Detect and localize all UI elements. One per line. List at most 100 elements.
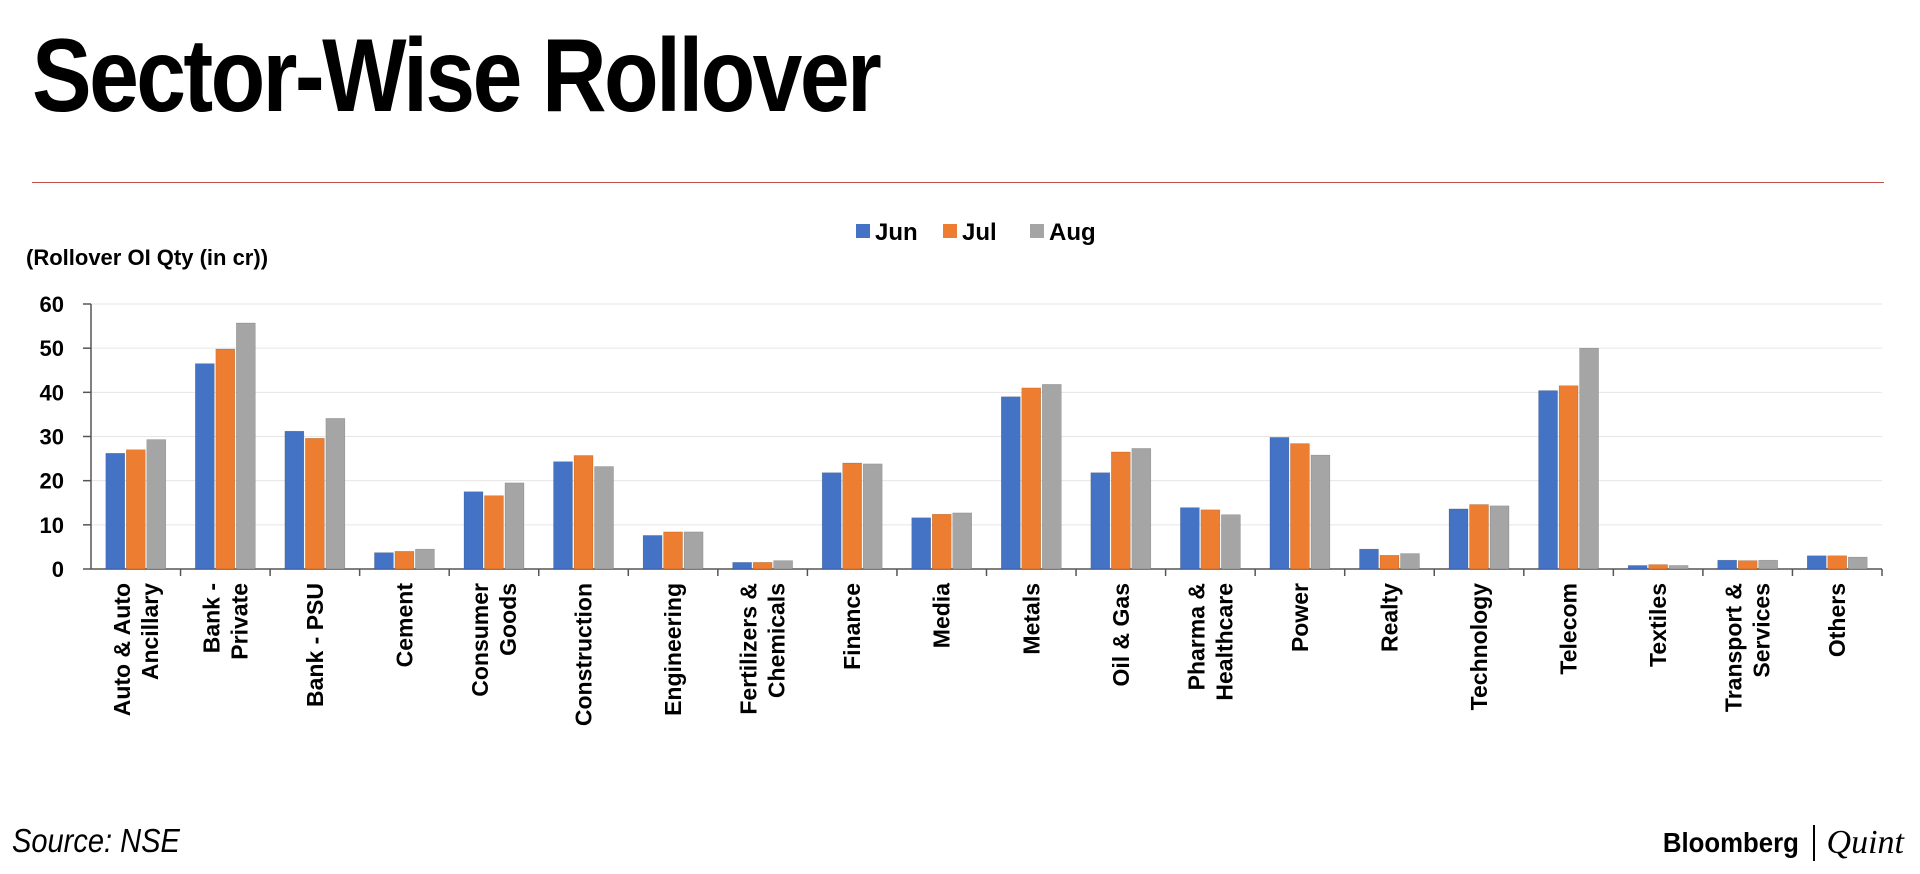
y-tick-label: 0	[52, 557, 64, 582]
x-category-label: Bank - PSU	[302, 583, 328, 707]
legend-label: Jun	[875, 219, 918, 246]
bar	[1717, 559, 1737, 570]
bar	[484, 495, 504, 570]
bar	[146, 439, 167, 570]
x-category-label-line: Auto & Auto	[109, 583, 135, 716]
x-category-label-line: Textiles	[1645, 583, 1671, 667]
bar	[1827, 555, 1847, 570]
brand-bloomberg: Bloomberg	[1663, 827, 1800, 858]
bar	[1538, 390, 1558, 570]
x-category-label-line: Ancillary	[137, 583, 163, 680]
bar	[1648, 564, 1668, 570]
x-category-label-line: Media	[929, 583, 955, 648]
x-category-label-line: Finance	[839, 583, 865, 670]
bar	[952, 512, 972, 570]
bar	[1627, 565, 1648, 570]
title-divider	[32, 182, 1884, 183]
bar	[1221, 514, 1241, 570]
x-category-label-line: Oil & Gas	[1108, 583, 1134, 687]
x-category-label-line: Bank -	[198, 583, 224, 653]
legend-swatch	[943, 224, 957, 238]
bar	[305, 438, 325, 570]
legend-label: Jul	[962, 219, 997, 246]
x-category-label: Realty	[1376, 583, 1402, 652]
bar	[126, 449, 146, 570]
x-category-label: Oil & Gas	[1108, 583, 1134, 687]
y-tick-label: 30	[40, 425, 64, 450]
brand-quint: Quint	[1826, 824, 1904, 861]
source-note: Source: NSE	[12, 822, 180, 859]
bar	[1090, 472, 1111, 570]
bar	[1448, 508, 1469, 570]
bar	[663, 531, 683, 570]
x-category-label-line: Metals	[1018, 583, 1044, 655]
x-category-label: Fertilizers & Chemicals	[736, 583, 790, 715]
bar	[1042, 384, 1062, 570]
y-tick-label: 40	[40, 380, 64, 405]
x-category-label: Power	[1287, 583, 1313, 652]
bar	[415, 548, 435, 570]
x-category-label-line: Healthcare	[1211, 583, 1237, 701]
bar	[1758, 559, 1778, 570]
x-category-label-line: Goods	[495, 583, 521, 656]
chart-title: Sector-Wise Rollover	[32, 18, 882, 134]
bar	[374, 552, 394, 570]
bar	[773, 560, 793, 570]
sector-rollover-bar-chart: 0 10 20 30 40 50 60 (Rollover OI Qty (in cr)) Ju…	[26, 219, 1883, 726]
bar	[236, 322, 256, 570]
bar	[1269, 437, 1290, 570]
bar	[1021, 387, 1042, 570]
bar	[504, 482, 525, 570]
bar	[821, 472, 842, 570]
x-category-label-line: Power	[1287, 583, 1313, 652]
x-category-label-line: Services	[1749, 583, 1775, 678]
bar	[931, 513, 952, 570]
bar	[1579, 347, 1599, 570]
bar	[683, 531, 704, 570]
bar	[553, 461, 573, 570]
bar	[1180, 507, 1200, 570]
x-category-label-line: Fertilizers &	[736, 583, 762, 715]
bar	[573, 455, 594, 570]
bar	[642, 535, 663, 570]
bar	[1737, 560, 1758, 570]
bar	[1847, 556, 1868, 570]
x-category-label-line: Cement	[391, 583, 417, 668]
x-category-label: Consumer Goods	[467, 583, 521, 697]
x-category-label: Telecom	[1556, 583, 1582, 675]
x-category-label: Bank - Private	[198, 583, 252, 660]
bar	[284, 430, 305, 570]
x-category-label: Textiles	[1645, 583, 1671, 667]
y-tick-label: 60	[40, 292, 64, 317]
x-category-label-line: Pharma &	[1183, 583, 1209, 690]
x-category-label: Finance	[839, 583, 865, 670]
bar	[911, 517, 931, 570]
legend-label: Aug	[1049, 219, 1096, 246]
bar	[1558, 385, 1579, 570]
bar	[1131, 448, 1152, 570]
bar	[1111, 451, 1131, 570]
bar	[1200, 509, 1221, 570]
bar	[325, 418, 346, 570]
bar	[1489, 505, 1510, 570]
y-tick-label: 10	[40, 513, 64, 538]
bar	[1379, 555, 1400, 570]
x-category-label-line: Transport &	[1721, 583, 1747, 712]
bar	[1310, 454, 1331, 570]
y-tick-label: 50	[40, 336, 64, 361]
x-category-label-line: Technology	[1466, 583, 1492, 711]
bar	[1469, 504, 1489, 570]
bar	[1290, 443, 1310, 570]
x-category-label: Transport & Services	[1721, 583, 1775, 712]
x-category-label-line: Others	[1824, 583, 1850, 657]
bar	[1400, 553, 1420, 570]
x-category-label-line: Consumer	[467, 583, 493, 697]
bar	[1806, 555, 1827, 570]
x-category-label: Cement	[391, 583, 417, 668]
bar	[394, 551, 415, 570]
bar	[195, 363, 215, 570]
brand-separator	[1813, 825, 1815, 861]
bar	[842, 462, 862, 570]
x-category-label: Technology	[1466, 583, 1492, 711]
bar	[862, 463, 883, 570]
